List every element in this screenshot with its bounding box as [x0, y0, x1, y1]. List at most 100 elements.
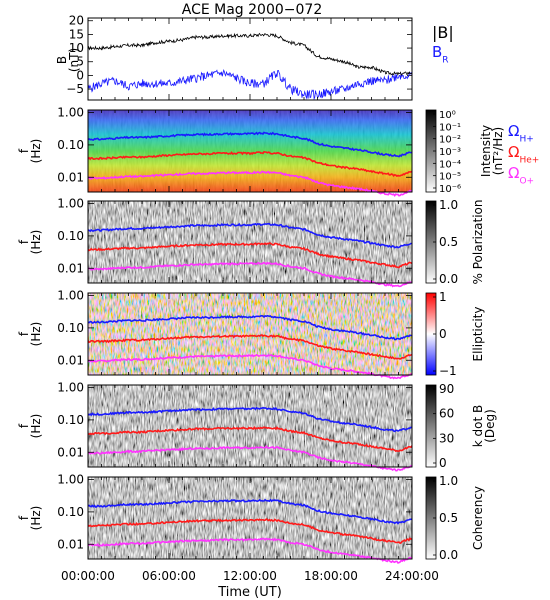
panel-polarization: 1.00 0.10 0.01 f(Hz) 1.0 0.5 0.0 % Polarization — [17, 197, 485, 288]
legend-br: BR — [432, 43, 449, 65]
colorbar-label: Coherency — [471, 486, 485, 550]
y-axis-unit: (nT) — [67, 48, 81, 72]
y-axis-unit: (Hz) — [29, 139, 43, 164]
colorbar-tick-label: 0 — [439, 456, 447, 470]
colorbar-tick-label: 1.0 — [439, 474, 458, 488]
y-tick-label: 1.00 — [57, 289, 84, 303]
colorbar-tick-label: 10⁻¹ — [439, 122, 461, 133]
y-tick-label: 0.10 — [57, 321, 84, 335]
colorbar-tick-label: 60 — [439, 407, 454, 421]
colorbar-label: % Polarization — [471, 200, 485, 285]
y-axis-label: f — [17, 148, 31, 153]
legend-bmag: |B| — [432, 23, 454, 42]
panel-ellipticity: 1.00 0.10 0.01 f(Hz) 1 0 −1 Ellipticity — [17, 289, 485, 380]
x-tick-label: 06:00:00 — [142, 569, 196, 583]
colorbar-tick-label: 10⁻⁵ — [439, 172, 461, 183]
y-axis-label: f — [17, 239, 31, 244]
y-tick-label: 20 — [69, 14, 84, 28]
spectrogram-image — [88, 201, 412, 283]
colorbar-tick-label: 0 — [439, 327, 447, 341]
gyrofrequency-o-line — [87, 445, 413, 472]
gyrofrequency-o-line — [87, 537, 413, 564]
colorbar-tick-label: 0.0 — [439, 548, 458, 562]
gyrofrequency-he-line — [87, 242, 413, 269]
gyrofrequency-he-line — [87, 426, 413, 453]
gyrofrequency-h-line — [87, 222, 412, 249]
colorbar-tick-label: 1 — [439, 290, 447, 304]
colorbar-tick-label: 90 — [439, 382, 454, 396]
x-tick-label: 00:00:00 — [61, 569, 115, 583]
gyrofrequency-h-line — [87, 406, 413, 433]
y-tick-label: 0.01 — [57, 353, 84, 367]
colorbar-tick-label: 10⁰ — [439, 110, 456, 121]
y-tick-label: 15 — [69, 27, 84, 41]
y-tick-label: 0 — [76, 68, 84, 82]
y-tick-label: 1.00 — [57, 106, 84, 120]
spectrogram-image — [88, 477, 412, 559]
y-tick-label: 0.01 — [57, 261, 84, 275]
colorbar-tick-label: −1 — [439, 364, 457, 378]
gyrofrequency-o-line — [87, 353, 413, 380]
y-tick-label: 0.10 — [57, 229, 84, 243]
y-axis-unit: (Hz) — [29, 322, 43, 347]
panel-kdotb: 1.00 0.10 0.01 f(Hz) 90 60 30 0 k dot B(Deg) — [17, 381, 497, 472]
colorbar-tick-label: 0.5 — [439, 511, 458, 525]
colorbar-label: k dot B — [471, 405, 485, 447]
y-axis-label: B — [55, 56, 69, 64]
y-tick-label: 0.10 — [57, 505, 84, 519]
gyrofrequency-he-line — [87, 334, 413, 360]
x-axis-label: Time (UT) — [217, 585, 282, 600]
y-axis-label: f — [17, 331, 31, 336]
y-tick-label: 0.10 — [57, 413, 84, 427]
colorbar-tick-label: 30 — [439, 431, 454, 445]
colorbar-tick-label: 10⁻⁴ — [439, 159, 461, 170]
colorbar-label: Ellipticity — [471, 307, 485, 362]
colorbar-tick-label: 0.5 — [439, 235, 458, 249]
colorbar — [425, 384, 437, 468]
x-tick-label: 24:00:00 — [385, 569, 439, 583]
y-tick-label: 1.00 — [57, 381, 84, 395]
colorbar-label: Intensity — [479, 125, 493, 177]
panels-group: 20151050−5B(nT)|B|BR1.000.100.01f(Hz)10⁰… — [17, 14, 539, 564]
y-axis-unit: (Hz) — [29, 230, 43, 255]
colorbar-tick-label: 10⁻⁶ — [439, 184, 461, 195]
colorbar-tick-label: 0.0 — [439, 272, 458, 286]
y-tick-label: 0.01 — [57, 170, 84, 184]
x-tick-label: 12:00:00 — [223, 569, 277, 583]
spectrogram-texture — [88, 110, 412, 192]
colorbar-tick-label: 10⁻² — [439, 135, 461, 146]
colorbar-tick-label: 1.0 — [439, 198, 458, 212]
colorbar-unit: (nT²/Hz) — [491, 127, 505, 175]
y-axis-unit: (Hz) — [29, 414, 43, 439]
x-axis-labels: 00:00:00 06:00:00 12:00:00 18:00:00 24:0… — [61, 569, 439, 600]
y-tick-label: 0.10 — [57, 138, 84, 152]
series-br-line — [87, 68, 413, 101]
y-tick-label: 1.00 — [57, 197, 84, 211]
y-tick-label: 1.00 — [57, 473, 84, 487]
legend-omega-he: ΩHe+ — [508, 143, 539, 165]
colorbar-unit: (Deg) — [483, 409, 497, 443]
y-tick-label: 0.01 — [57, 445, 84, 459]
colorbar-tick-label: 10⁻³ — [439, 147, 461, 158]
figure-title: ACE Mag 2000−072 — [182, 2, 322, 18]
y-axis-unit: (Hz) — [29, 506, 43, 531]
y-tick-label: 10 — [69, 41, 84, 55]
y-tick-label: −5 — [66, 82, 84, 96]
gyrofrequency-h-line — [87, 314, 413, 341]
gyrofrequency-h-line — [87, 131, 412, 158]
legend-omega-h: ΩH+ — [508, 122, 534, 144]
gyrofrequency-he-line — [87, 150, 413, 178]
panel-coherency: 1.00 0.10 0.01 f(Hz) 1.0 0.5 0.0 Coherency — [17, 473, 485, 564]
legend-omega-o: ΩO+ — [508, 164, 534, 186]
x-tick-label: 18:00:00 — [304, 569, 358, 583]
y-axis-label: f — [17, 423, 31, 428]
gyrofrequency-h-line — [87, 498, 413, 525]
y-axis-label: f — [17, 515, 31, 520]
series-bmag-line — [87, 32, 413, 77]
gyrofrequency-he-line — [87, 518, 413, 545]
y-tick-label: 5 — [76, 55, 84, 69]
y-tick-label: 0.01 — [57, 537, 84, 551]
